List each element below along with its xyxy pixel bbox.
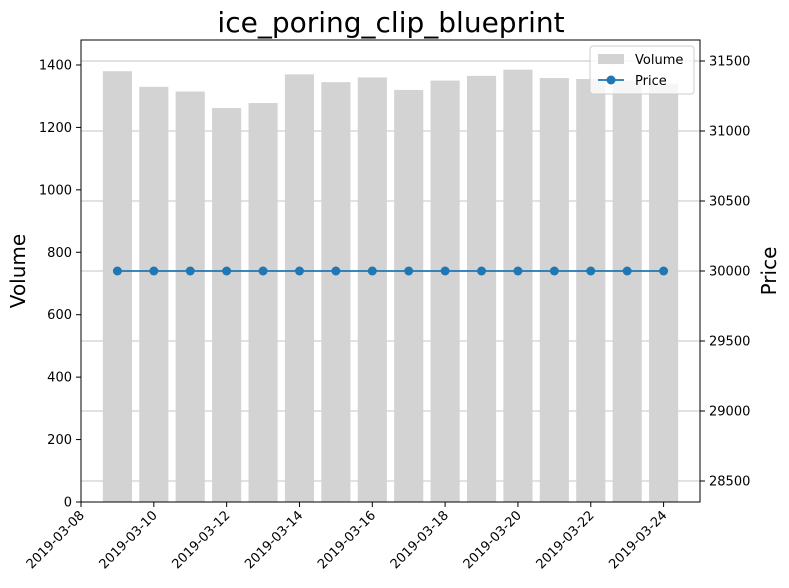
price-tick-label: 28500 — [709, 475, 750, 490]
date-tick-label: 2019-03-22 — [534, 508, 598, 572]
volume-tick-label: 1000 — [39, 183, 72, 198]
volume-tick-label: 1200 — [39, 121, 72, 136]
volume-bar — [139, 86, 169, 502]
price-axis: 28500 29000 29500 30000 30500 31000 31500 — [700, 55, 750, 490]
price-point — [659, 266, 669, 276]
legend-price-label: Price — [635, 74, 667, 89]
price-tick-label: 29500 — [709, 335, 750, 350]
date-tick-label: 2019-03-16 — [315, 508, 379, 572]
price-point — [440, 266, 450, 276]
chart-title: ice_poring_clip_blueprint — [217, 6, 564, 39]
price-point — [404, 266, 414, 276]
price-point — [513, 266, 523, 276]
volume-bars — [102, 69, 679, 503]
volume-bar — [503, 69, 533, 503]
date-tick-label: 2019-03-08 — [24, 508, 88, 572]
price-point — [331, 266, 341, 276]
price-point — [586, 266, 596, 276]
volume-tick-label: 800 — [47, 246, 72, 261]
legend-volume-label: Volume — [635, 53, 683, 68]
volume-bar — [212, 108, 242, 502]
date-tick-label: 2019-03-10 — [97, 508, 161, 572]
volume-bar — [394, 89, 424, 502]
volume-tick-label: 400 — [47, 371, 72, 386]
price-point — [185, 266, 195, 276]
date-tick-label: 2019-03-24 — [606, 508, 670, 572]
price-tick-label: 31500 — [709, 55, 750, 70]
volume-tick-label: 200 — [47, 433, 72, 448]
price-point — [367, 266, 377, 276]
price-tick-label: 29000 — [709, 405, 750, 420]
price-point — [258, 266, 268, 276]
volume-axis-title: Volume — [6, 234, 30, 308]
price-point — [622, 266, 632, 276]
price-point — [222, 266, 232, 276]
price-axis-title: Price — [757, 247, 781, 296]
volume-bar — [102, 71, 132, 502]
volume-bar — [284, 74, 315, 503]
volume-bar — [612, 80, 642, 502]
volume-bar — [175, 91, 205, 502]
price-point — [294, 266, 304, 276]
date-axis: 2019-03-08 2019-03-10 2019-03-12 2019-03-14… — [24, 502, 670, 572]
price-tick-label: 30000 — [709, 265, 750, 280]
price-point — [477, 266, 487, 276]
price-line — [112, 266, 669, 276]
volume-tick-label: 1400 — [39, 58, 72, 73]
volume-bar — [321, 82, 351, 502]
date-tick-label: 2019-03-14 — [242, 508, 306, 572]
legend-volume-swatch — [598, 54, 624, 64]
volume-bar — [576, 79, 606, 503]
volume-bar — [539, 78, 569, 502]
volume-tick-label: 600 — [47, 308, 72, 323]
volume-tick-label: 0 — [64, 496, 72, 511]
price-tick-label: 31000 — [709, 125, 750, 140]
date-tick-label: 2019-03-12 — [169, 508, 233, 572]
legend-price-marker — [606, 75, 616, 85]
price-point — [549, 266, 559, 276]
price-point — [149, 266, 159, 276]
volume-bar — [248, 103, 278, 502]
volume-bar — [466, 75, 497, 502]
volume-bar — [430, 80, 460, 502]
price-tick-label: 30500 — [709, 195, 750, 210]
date-tick-label: 2019-03-18 — [388, 508, 452, 572]
legend: Volume Price — [589, 45, 695, 95]
volume-axis: 0 200 400 600 800 1000 1200 1400 — [39, 58, 81, 511]
volume-bar — [357, 77, 387, 502]
price-point — [112, 266, 122, 276]
date-tick-label: 2019-03-20 — [461, 508, 525, 572]
volume-bar — [649, 83, 679, 503]
